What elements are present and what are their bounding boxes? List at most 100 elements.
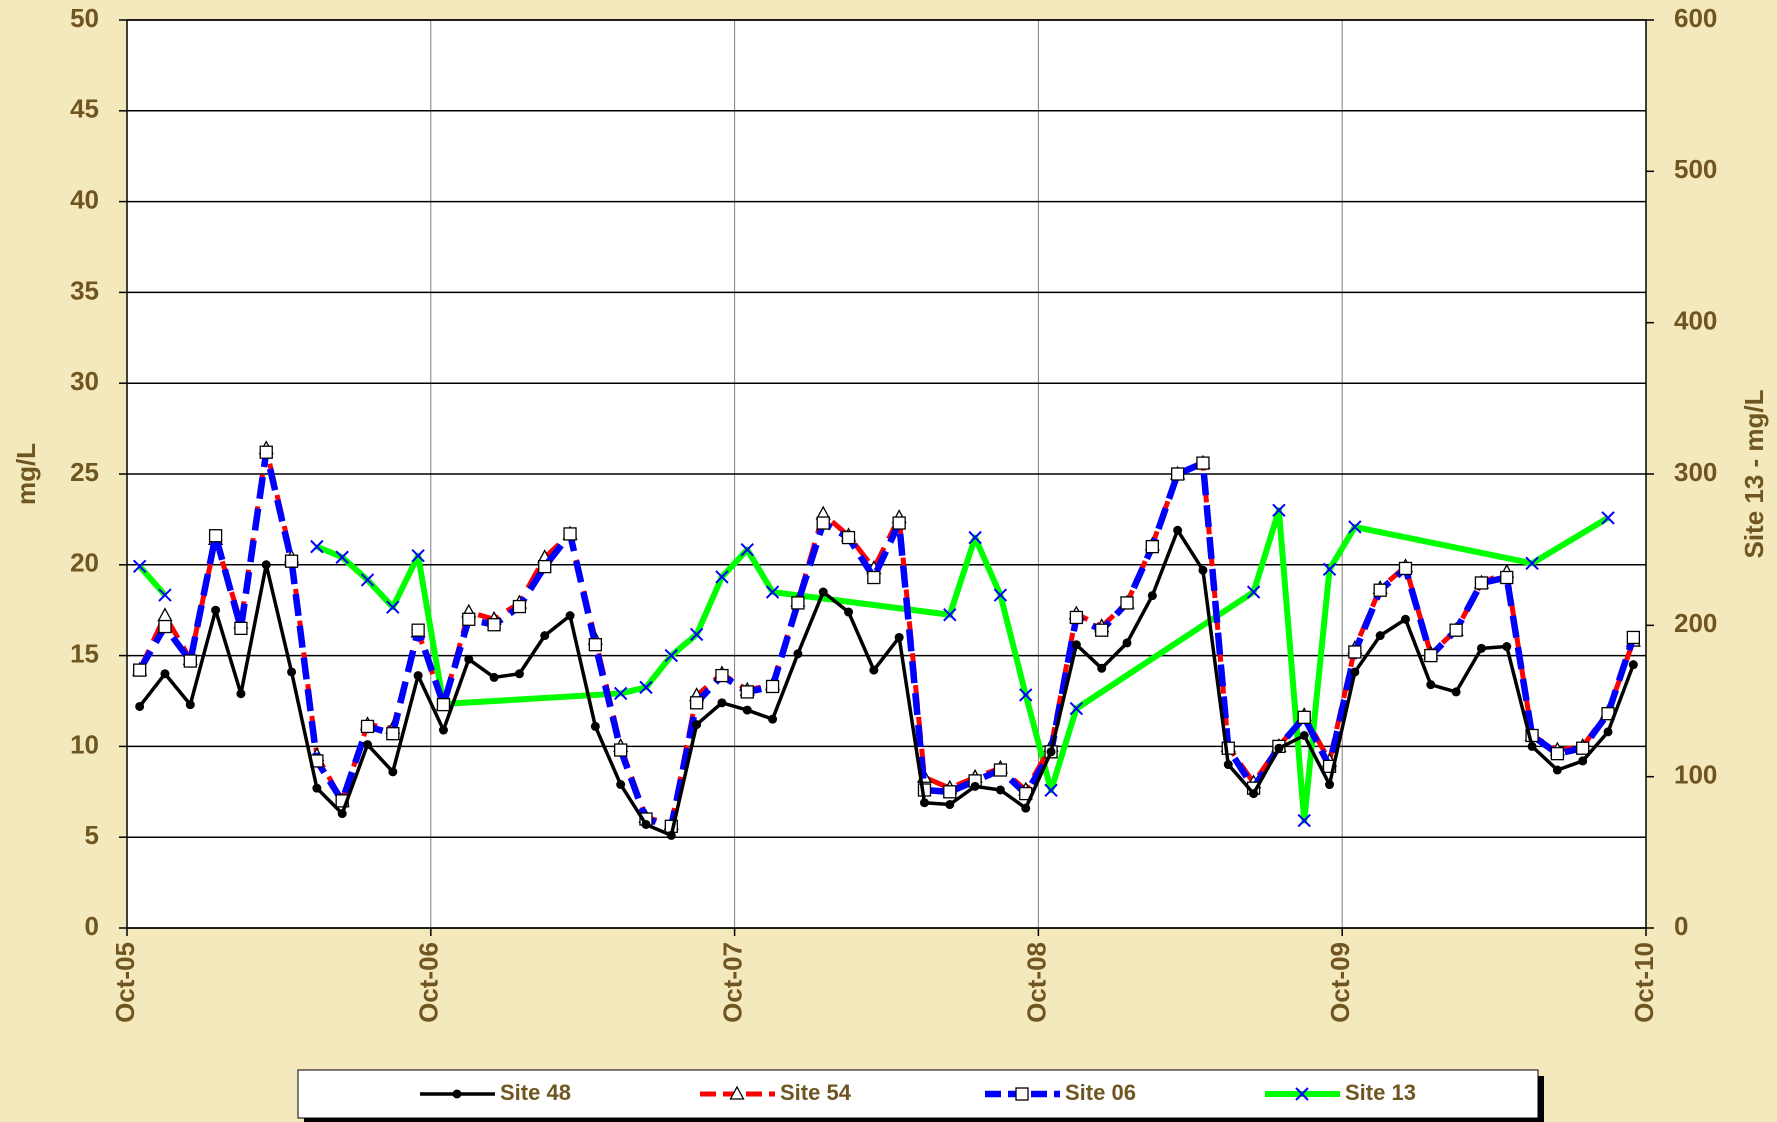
point <box>1348 520 1362 534</box>
point <box>411 623 425 637</box>
x-tick-label: Oct-07 <box>717 942 747 1023</box>
y-tick-label: 5 <box>85 820 99 850</box>
point <box>1375 631 1385 641</box>
point <box>1021 803 1031 813</box>
point <box>514 669 524 679</box>
legend-label: Site 54 <box>780 1080 852 1105</box>
point <box>1426 680 1436 690</box>
point <box>411 549 425 563</box>
point <box>844 607 854 617</box>
point <box>1350 667 1360 677</box>
point <box>664 648 679 663</box>
x-tick-label: Oct-05 <box>110 942 140 1023</box>
point <box>1500 570 1514 585</box>
point <box>1196 456 1210 470</box>
point <box>1502 642 1512 652</box>
point <box>614 743 628 757</box>
point <box>1170 467 1185 481</box>
legend-label: Site 48 <box>500 1080 571 1105</box>
point <box>818 587 828 597</box>
legend-label: Site 06 <box>1065 1080 1136 1105</box>
point <box>1322 562 1337 577</box>
legend-marker <box>452 1089 462 1099</box>
point <box>841 530 856 545</box>
point <box>1019 688 1033 702</box>
point <box>1576 741 1590 755</box>
point <box>462 612 476 626</box>
point <box>1398 561 1413 576</box>
y-tick-label: 10 <box>70 729 99 759</box>
point <box>816 516 830 530</box>
point <box>1145 539 1159 554</box>
point <box>765 679 780 694</box>
point <box>489 672 499 682</box>
y-tick-label: 20 <box>70 548 99 578</box>
point <box>1373 583 1387 597</box>
point <box>512 599 527 614</box>
point <box>158 619 172 634</box>
point <box>386 600 400 614</box>
point <box>1246 585 1261 599</box>
point <box>689 696 704 710</box>
y-tick-label: 50 <box>70 3 99 33</box>
point <box>438 725 448 735</box>
point <box>689 627 704 642</box>
point <box>993 763 1008 777</box>
point <box>892 516 906 530</box>
point <box>715 570 729 584</box>
y2-tick-label: 0 <box>1674 911 1688 941</box>
point <box>666 830 676 840</box>
point <box>1249 789 1259 799</box>
point <box>1272 503 1286 518</box>
point <box>538 559 552 574</box>
legend-marker <box>1015 1087 1029 1101</box>
point <box>639 680 653 695</box>
y-tick-label: 0 <box>85 911 99 941</box>
point <box>335 550 349 564</box>
y-tick-label: 40 <box>70 184 99 214</box>
point <box>1628 660 1638 670</box>
point <box>185 700 195 710</box>
y-axis-title: mg/L <box>11 443 41 505</box>
x-tick-label: Oct-08 <box>1021 942 1051 1023</box>
point <box>765 585 780 599</box>
y-tick-label: 30 <box>70 366 99 396</box>
point <box>1147 591 1157 601</box>
point <box>1274 743 1284 753</box>
point <box>540 631 550 641</box>
point <box>970 781 980 791</box>
y2-tick-label: 100 <box>1674 760 1717 790</box>
point <box>1552 765 1562 775</box>
point <box>1046 747 1056 757</box>
point <box>692 720 702 730</box>
x-tick-label: Oct-06 <box>414 942 444 1023</box>
point <box>1173 525 1183 535</box>
point <box>360 573 375 587</box>
point <box>1069 610 1084 625</box>
y-tick-label: 15 <box>70 638 99 668</box>
series-line <box>138 528 1635 838</box>
point <box>919 798 929 808</box>
point <box>563 527 577 541</box>
point <box>1299 731 1309 741</box>
point <box>337 809 347 819</box>
point <box>464 654 474 664</box>
y-tick-label: 25 <box>70 457 99 487</box>
point <box>1474 576 1489 590</box>
point <box>1601 511 1615 525</box>
point <box>742 705 752 715</box>
point <box>1097 663 1107 673</box>
point <box>1525 556 1539 570</box>
point <box>1044 783 1058 797</box>
point <box>1400 614 1410 624</box>
y2-tick-label: 400 <box>1674 306 1717 336</box>
x-tick-label: Oct-10 <box>1629 942 1659 1023</box>
point <box>211 605 221 615</box>
point <box>768 714 778 724</box>
y-tick-label: 45 <box>70 94 99 124</box>
point <box>386 727 400 741</box>
legend-marker <box>729 1085 745 1100</box>
point <box>284 554 299 568</box>
point <box>995 785 1005 795</box>
